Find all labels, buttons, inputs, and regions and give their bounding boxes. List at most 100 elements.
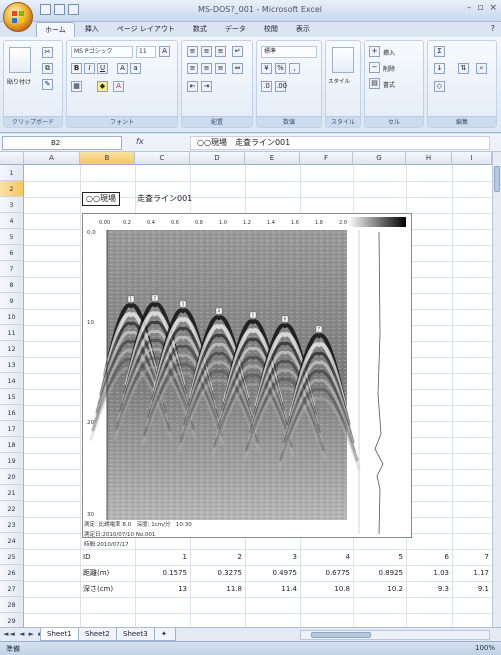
vertical-scroll-thumb[interactable] xyxy=(494,166,500,192)
data-cell[interactable]: 0.4975 xyxy=(272,569,298,577)
column-header-B[interactable]: B xyxy=(80,152,135,165)
help-icon[interactable]: ? xyxy=(490,24,495,33)
row-header-19[interactable]: 19 xyxy=(0,453,24,469)
zoom-level[interactable]: 100% xyxy=(474,644,495,652)
find-select-icon[interactable]: ⌕ xyxy=(476,63,487,74)
decrease-indent-icon[interactable]: ⇤ xyxy=(187,81,198,92)
target-marker[interactable] xyxy=(151,294,159,302)
tab-home[interactable]: ホーム xyxy=(36,22,75,38)
insert-cells-icon[interactable]: + xyxy=(369,46,380,57)
format-painter-icon[interactable]: ✎ xyxy=(42,79,53,90)
target-marker[interactable] xyxy=(315,325,323,333)
data-cell[interactable]: 0.1575 xyxy=(162,569,188,577)
data-cell[interactable]: 2 xyxy=(237,553,242,561)
column-header-E[interactable]: E xyxy=(245,152,300,165)
target-marker[interactable] xyxy=(281,315,289,323)
data-cell[interactable]: 9.1 xyxy=(477,585,489,593)
sort-filter-icon[interactable]: ⇅ xyxy=(458,63,469,74)
clear-icon[interactable]: ◇ xyxy=(434,81,445,92)
minimize-button[interactable]: – xyxy=(466,3,472,13)
decrease-decimal-icon[interactable]: .00 xyxy=(275,81,288,92)
row-header-2[interactable]: 2 xyxy=(0,181,24,197)
data-cell[interactable]: 13 xyxy=(178,585,187,593)
sheet-tab-1[interactable]: Sheet1 xyxy=(40,628,79,641)
row-header-5[interactable]: 5 xyxy=(0,229,24,245)
column-header-I[interactable]: I xyxy=(452,152,492,165)
row-header-13[interactable]: 13 xyxy=(0,357,24,373)
align-center-icon[interactable]: ≡ xyxy=(201,63,212,74)
data-cell[interactable]: 0.8925 xyxy=(378,569,404,577)
percent-icon[interactable]: % xyxy=(275,63,286,74)
align-right-icon[interactable]: ≡ xyxy=(215,63,226,74)
format-cells-label[interactable]: 書式 xyxy=(383,82,396,89)
target-marker[interactable] xyxy=(179,300,187,308)
fill-icon[interactable]: ↓ xyxy=(434,63,445,74)
delete-cells-label[interactable]: 削除 xyxy=(383,66,396,73)
font-name-select[interactable]: MS Pゴシック xyxy=(71,46,133,58)
tab-view[interactable]: 表示 xyxy=(295,25,310,33)
align-top-icon[interactable]: ≡ xyxy=(187,46,198,57)
styles-icon[interactable] xyxy=(332,47,354,73)
row-header-28[interactable]: 28 xyxy=(0,597,24,613)
horizontal-scroll-thumb[interactable] xyxy=(311,632,371,638)
row-header-9[interactable]: 9 xyxy=(0,293,24,309)
row-header-21[interactable]: 21 xyxy=(0,485,24,501)
save-icon[interactable] xyxy=(40,4,51,15)
row-header-27[interactable]: 27 xyxy=(0,581,24,597)
cut-icon[interactable]: ✂ xyxy=(42,47,53,58)
copy-icon[interactable]: ⧉ xyxy=(42,63,53,74)
column-header-A[interactable]: A xyxy=(24,152,80,165)
row-header-23[interactable]: 23 xyxy=(0,517,24,533)
tab-insert[interactable]: 挿入 xyxy=(84,25,99,33)
row-header-10[interactable]: 10 xyxy=(0,309,24,325)
horizontal-scrollbar[interactable] xyxy=(300,630,490,640)
target-marker[interactable] xyxy=(249,311,257,319)
redo-icon[interactable] xyxy=(68,4,79,15)
column-header-H[interactable]: H xyxy=(406,152,452,165)
row-header-15[interactable]: 15 xyxy=(0,389,24,405)
number-format-select[interactable]: 標準 xyxy=(261,46,317,58)
row-header-11[interactable]: 11 xyxy=(0,325,24,341)
row-header-29[interactable]: 29 xyxy=(0,613,24,627)
increase-decimal-icon[interactable]: .0 xyxy=(261,81,272,92)
row-label-cell[interactable]: ID xyxy=(83,553,91,561)
autosum-icon[interactable]: Σ xyxy=(434,46,445,57)
grow-font-icon[interactable]: A xyxy=(159,46,170,57)
target-marker[interactable] xyxy=(127,295,135,303)
target-marker[interactable] xyxy=(215,307,223,315)
column-header-D[interactable]: D xyxy=(190,152,245,165)
grow-font-size-icon[interactable]: A xyxy=(117,63,128,74)
merge-center-icon[interactable]: ⇔ xyxy=(232,63,243,74)
column-header-C[interactable]: C xyxy=(135,152,190,165)
italic-icon[interactable]: I xyxy=(84,63,95,74)
data-cell[interactable]: 11.8 xyxy=(226,585,242,593)
fx-icon[interactable]: fx xyxy=(136,137,144,146)
row-header-18[interactable]: 18 xyxy=(0,437,24,453)
bold-icon[interactable]: B xyxy=(71,63,82,74)
delete-cells-icon[interactable]: − xyxy=(369,62,380,73)
row-header-26[interactable]: 26 xyxy=(0,565,24,581)
row-header-12[interactable]: 12 xyxy=(0,341,24,357)
data-cell[interactable]: 9.3 xyxy=(437,585,449,593)
row-header-25[interactable]: 25 xyxy=(0,549,24,565)
row-header-1[interactable]: 1 xyxy=(0,165,24,181)
tab-review[interactable]: 校閲 xyxy=(263,25,278,33)
column-header-G[interactable]: G xyxy=(353,152,406,165)
tab-data[interactable]: データ xyxy=(224,25,246,33)
data-cell[interactable]: 11.4 xyxy=(281,585,297,593)
row-header-8[interactable]: 8 xyxy=(0,277,24,293)
font-size-select[interactable]: 11 xyxy=(136,46,156,58)
row-header-3[interactable]: 3 xyxy=(0,197,24,213)
borders-icon[interactable]: ▦ xyxy=(71,81,82,92)
select-all-corner[interactable] xyxy=(0,152,24,165)
row-header-17[interactable]: 17 xyxy=(0,421,24,437)
align-bottom-icon[interactable]: ≡ xyxy=(215,46,226,57)
row-header-7[interactable]: 7 xyxy=(0,261,24,277)
data-cell[interactable]: 5 xyxy=(398,553,403,561)
increase-indent-icon[interactable]: ⇥ xyxy=(201,81,212,92)
sheet-nav-arrows[interactable]: ◄◄ ◄ ► ►► xyxy=(3,630,51,638)
tab-page-layout[interactable]: ページ レイアウト xyxy=(116,25,175,33)
radar-figure[interactable]: 0.00 0.2 0.4 0.6 0.8 1.0 1.2 1.4 1.6 1.8 2.0 1 2 3 4 5… xyxy=(82,213,412,538)
sheet-tab-2[interactable]: Sheet2 xyxy=(78,628,117,641)
data-cell[interactable]: 4 xyxy=(345,553,350,561)
